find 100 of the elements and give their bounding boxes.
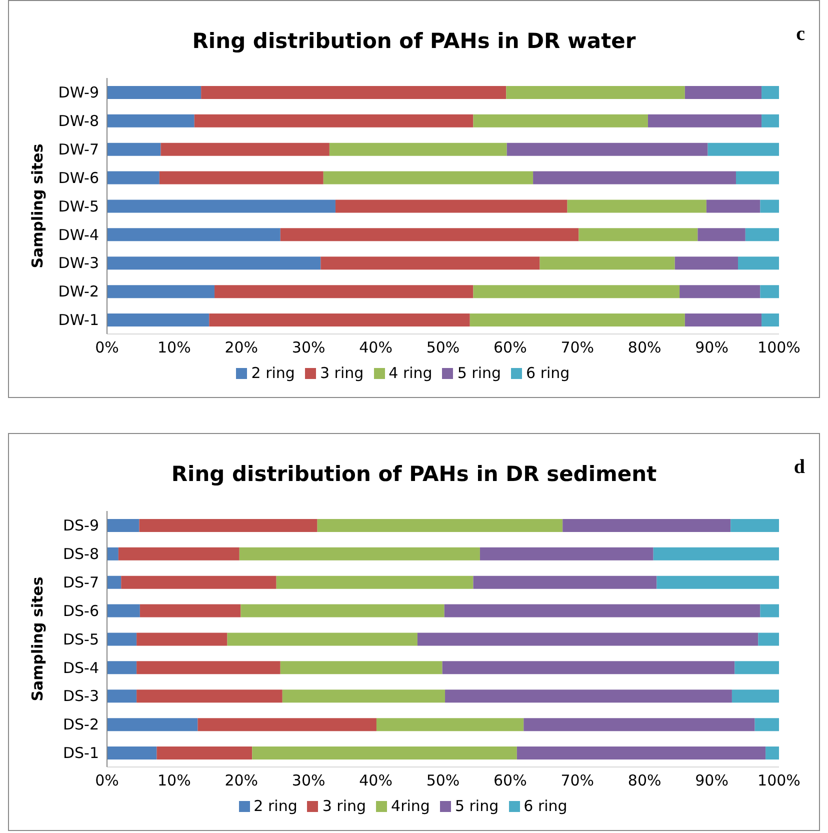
bar xyxy=(252,746,517,760)
chart-title: Ring distribution of PAHs in DR water xyxy=(192,29,636,53)
bar xyxy=(329,142,507,156)
bar xyxy=(376,718,524,732)
bar xyxy=(730,518,779,532)
legend-label: 3 ring xyxy=(320,364,364,382)
y-tick-label: DW-4 xyxy=(58,226,99,244)
bar xyxy=(214,285,474,298)
bar xyxy=(762,114,779,128)
bar xyxy=(524,718,755,732)
bar xyxy=(201,86,506,99)
x-tick-label: 20% xyxy=(224,772,258,790)
y-tick-label: DS-3 xyxy=(62,687,99,706)
bar xyxy=(107,228,280,242)
x-tick-label: 50% xyxy=(426,772,460,790)
legend-label: 4ring xyxy=(391,797,430,815)
bar xyxy=(766,746,779,760)
x-tick-label: 70% xyxy=(560,338,594,357)
y-tick-label: DW-3 xyxy=(58,254,99,272)
x-tick-label: 0% xyxy=(95,772,119,790)
x-tick-label: 30% xyxy=(292,338,326,357)
x-tick-label: 40% xyxy=(359,772,392,790)
bar xyxy=(516,746,766,760)
bar xyxy=(706,200,760,213)
x-tick-label: 100% xyxy=(758,338,800,357)
bar xyxy=(280,661,442,674)
bar xyxy=(280,228,579,242)
y-tick-label: DS-5 xyxy=(62,630,99,648)
bar xyxy=(680,285,760,298)
bar xyxy=(107,547,118,560)
y-tick-label: DW-9 xyxy=(58,84,99,102)
bar xyxy=(754,718,779,732)
bar xyxy=(107,604,140,618)
bar xyxy=(473,576,657,589)
bar xyxy=(760,285,779,298)
bar xyxy=(320,256,540,270)
bar xyxy=(442,661,735,674)
bar xyxy=(674,256,738,270)
bar xyxy=(194,114,474,128)
legend-label: 5 ring xyxy=(454,797,499,815)
bar xyxy=(107,285,215,298)
bar xyxy=(276,576,474,589)
bar xyxy=(473,285,680,298)
bar xyxy=(107,314,210,327)
y-tick-label: DS-9 xyxy=(62,516,99,535)
x-tick-label: 20% xyxy=(224,338,258,357)
bar xyxy=(762,86,779,99)
text: c xyxy=(796,23,805,46)
bar xyxy=(335,200,568,213)
x-tick-label: 100% xyxy=(758,772,800,790)
bar xyxy=(562,518,731,532)
x-tick-label: 60% xyxy=(494,338,527,357)
bar xyxy=(240,604,444,618)
bar xyxy=(417,632,758,646)
bar xyxy=(160,142,330,156)
bar xyxy=(762,314,779,327)
y-tick-label: DS-1 xyxy=(62,744,99,762)
bar xyxy=(209,314,470,327)
y-tick-label: DS-4 xyxy=(62,658,99,677)
bar xyxy=(656,576,779,589)
bar xyxy=(118,547,240,560)
bar xyxy=(239,547,480,560)
bar xyxy=(540,256,675,270)
y-tick-label: DS-6 xyxy=(62,602,99,620)
y-tick-label: DS-8 xyxy=(62,544,99,563)
bar xyxy=(121,576,276,589)
bar xyxy=(745,228,779,242)
bar xyxy=(444,604,760,618)
bar xyxy=(698,228,746,242)
y-tick-label: DW-5 xyxy=(58,197,99,216)
legend-label: 2 ring xyxy=(254,797,298,815)
bar xyxy=(136,690,282,703)
chart-title: Ring distribution of PAHs in DR sediment xyxy=(171,462,657,486)
bar xyxy=(227,632,418,646)
bar xyxy=(578,228,698,242)
bar xyxy=(107,518,140,532)
bar xyxy=(480,547,654,560)
bar xyxy=(156,746,252,760)
bar xyxy=(684,86,762,99)
bar xyxy=(139,518,318,532)
bar xyxy=(323,171,534,184)
legend-label: 3 ring xyxy=(322,797,366,815)
bar xyxy=(506,142,708,156)
x-tick-label: 40% xyxy=(359,338,392,357)
bar xyxy=(107,718,198,732)
bar xyxy=(140,604,241,618)
bar xyxy=(107,114,194,128)
bar xyxy=(684,314,762,327)
bar xyxy=(107,661,137,674)
y-tick-label: DW-1 xyxy=(58,311,99,330)
x-tick-label: 10% xyxy=(158,772,191,790)
bar xyxy=(732,690,779,703)
text: d xyxy=(794,456,805,479)
bar xyxy=(734,661,779,674)
bar xyxy=(760,604,779,618)
bar xyxy=(198,718,376,732)
y-axis-title: Sampling sites xyxy=(28,576,46,702)
bar xyxy=(107,256,321,270)
x-tick-label: 50% xyxy=(426,338,460,357)
bar xyxy=(136,632,228,646)
